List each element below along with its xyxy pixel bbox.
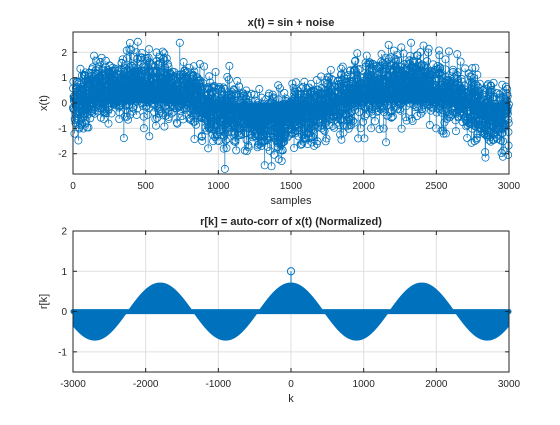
subplot-bottom-ticks: -3000 -2000 -1000 0 1000 2000 3000 2 1 0 -1 <box>58 227 520 391</box>
x-tick-label: 2500 <box>425 181 448 192</box>
subplot-top-ylabel: x(t) <box>38 95 50 111</box>
x-tick-label: 0 <box>288 379 294 390</box>
subplot-bottom: -3000 -2000 -1000 0 1000 2000 3000 2 1 0 -1 r[k] =… <box>38 216 521 405</box>
y-tick-label: -1 <box>58 124 67 135</box>
subplot-top-xlabel: samples <box>271 195 312 207</box>
subplot-top-stems <box>69 37 513 173</box>
y-tick-label: 1 <box>61 267 67 278</box>
x-tick-label: 1500 <box>280 181 303 192</box>
subplot-bottom-ylabel: r[k] <box>38 294 50 309</box>
y-tick-label: -1 <box>58 347 67 358</box>
autocorr-peak-marker <box>286 267 296 276</box>
x-tick-label: 3000 <box>498 379 521 390</box>
subplot-top: 0 500 1000 1500 2000 2500 3000 2 1 0 -1 -2 x(t) = s… <box>38 17 521 207</box>
y-tick-label: 2 <box>61 48 67 59</box>
subplot-bottom-title: r[k] = auto-corr of x(t) (Normalized) <box>200 216 382 228</box>
y-tick-label: 0 <box>61 99 67 110</box>
subplot-bottom-xlabel: k <box>288 393 294 405</box>
x-tick-label: 500 <box>137 181 154 192</box>
x-tick-label: 0 <box>70 181 76 192</box>
x-tick-label: -3000 <box>60 379 86 390</box>
stem-markers <box>69 37 513 173</box>
y-tick-label: 2 <box>61 227 67 238</box>
x-tick-label: 2000 <box>353 181 376 192</box>
x-tick-label: 1000 <box>353 379 376 390</box>
x-tick-label: 2000 <box>425 379 448 390</box>
y-tick-label: -2 <box>58 149 67 160</box>
subplot-top-title: x(t) = sin + noise <box>248 17 335 29</box>
x-tick-label: -1000 <box>206 379 232 390</box>
x-tick-label: 3000 <box>498 181 521 192</box>
y-tick-label: 1 <box>61 73 67 84</box>
x-tick-label: 1000 <box>207 181 230 192</box>
subplot-top-ticks: 0 500 1000 1500 2000 2500 3000 2 1 0 -1 -2 <box>58 32 521 192</box>
x-tick-label: -2000 <box>133 379 159 390</box>
y-tick-label: 0 <box>61 307 67 318</box>
